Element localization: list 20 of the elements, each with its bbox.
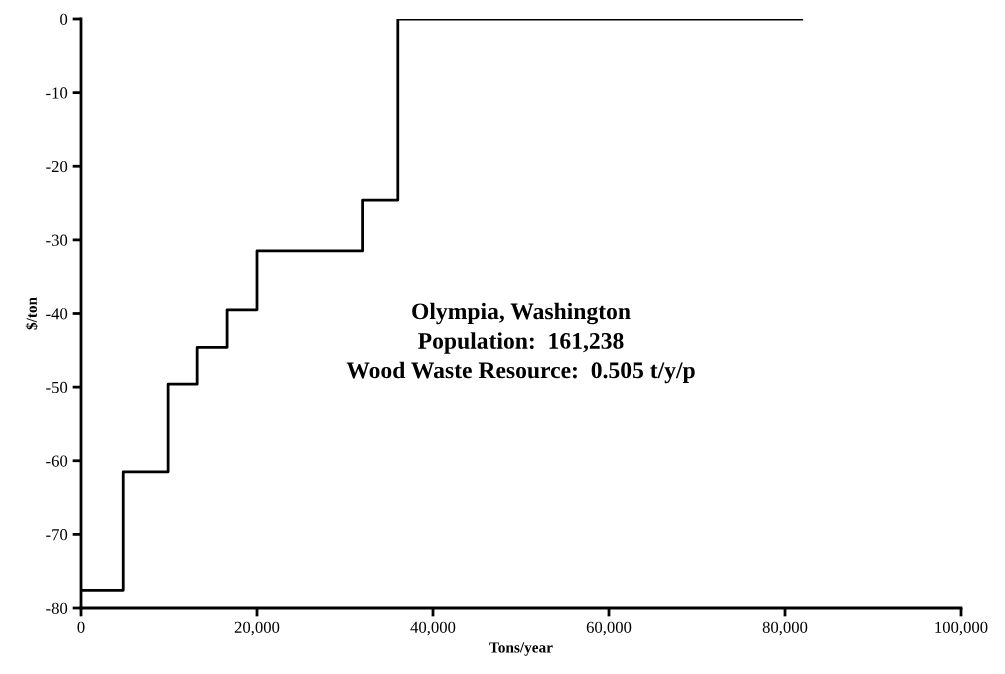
x-axis-title: Tons/year	[489, 642, 553, 656]
x-tick-label: 60,000	[586, 621, 632, 636]
x-tick-label: 0	[77, 621, 85, 633]
y-tick-label: -40	[46, 308, 68, 320]
y-axis-title: $/ton	[25, 297, 38, 330]
y-tick-label: -50	[46, 381, 68, 394]
y-tick-label: -10	[46, 87, 68, 99]
annotation: Population: 161,238	[418, 332, 624, 354]
x-tick-label: 100,000	[935, 621, 988, 636]
y-tick-label: -60	[46, 455, 68, 467]
y-tick-label: 0	[60, 13, 68, 25]
x-tick-label: 20,000	[234, 621, 280, 636]
y-tick-label: -30	[46, 234, 68, 246]
y-tick-label: -70	[46, 529, 68, 541]
annotation: Wood Waste Resource: 0.505 t/y/p	[346, 361, 695, 384]
y-tick-label: -20	[46, 160, 68, 173]
annotation: Olympia, Washington	[412, 302, 631, 325]
y-tick-label: -80	[46, 602, 68, 614]
x-tick-label: 80,000	[762, 621, 808, 636]
x-tick-label: 40,000	[410, 621, 456, 636]
